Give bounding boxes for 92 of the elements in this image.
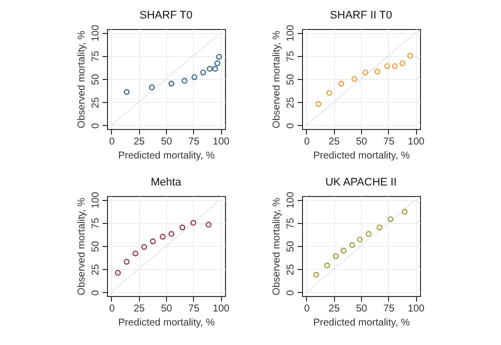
y-tick-label: 0 <box>286 290 296 296</box>
y-tick-label: 75 <box>286 217 296 229</box>
x-tick-label: 50 <box>356 304 368 314</box>
x-axis-title: Predicted mortality, % <box>118 150 215 162</box>
point <box>206 66 213 72</box>
y-tick-label: 50 <box>90 240 102 252</box>
x-tick-label: 0 <box>109 136 116 148</box>
point <box>191 74 198 80</box>
point <box>362 70 368 76</box>
x-tick-label: 100 <box>212 136 230 148</box>
y-axis-title: Observed mortality, % <box>76 30 88 128</box>
x-axis-title: Predicted mortality, % <box>313 150 410 162</box>
point <box>168 80 174 87</box>
y-tick-label: 75 <box>90 217 102 229</box>
point <box>315 101 322 107</box>
x-tick-label: 25 <box>328 136 340 148</box>
x-tick-label: 0 <box>304 136 310 148</box>
x-tick-label: 75 <box>188 304 200 314</box>
point <box>407 52 414 59</box>
y-tick-label: 100 <box>286 191 296 209</box>
point <box>214 60 220 66</box>
point <box>212 66 218 72</box>
y-tick-label: 100 <box>286 24 296 42</box>
x-tick-label: 0 <box>304 304 310 314</box>
point <box>338 80 344 87</box>
chart-title: UK APACHE II <box>325 176 397 188</box>
y-tick-label: 25 <box>90 96 102 108</box>
point <box>168 231 174 237</box>
point <box>216 54 222 60</box>
point <box>148 84 155 90</box>
x-tick-label: 0 <box>109 304 116 314</box>
point <box>400 60 406 66</box>
y-axis-title: Observed mortality, % <box>272 30 282 128</box>
chart-title: SHARF T0 <box>140 9 192 22</box>
x-tick-label: 100 <box>408 304 425 314</box>
point <box>160 234 166 240</box>
x-tick-label: 25 <box>134 304 146 314</box>
y-tick-label: 0 <box>90 122 102 129</box>
point <box>326 90 332 96</box>
point <box>206 222 212 228</box>
point <box>150 238 156 244</box>
point <box>190 220 196 226</box>
y-axis-title: Observed mortality, % <box>76 198 88 296</box>
y-tick-label: 25 <box>286 96 296 108</box>
x-tick-label: 50 <box>356 136 368 148</box>
x-tick-label: 75 <box>188 136 200 148</box>
point <box>141 244 148 250</box>
y-tick-label: 25 <box>286 264 296 276</box>
y-tick-label: 100 <box>90 24 102 42</box>
x-tick-label: 75 <box>383 304 395 314</box>
x-tick-label: 50 <box>160 136 172 148</box>
point <box>332 253 339 260</box>
y-tick-label: 75 <box>90 50 102 62</box>
x-axis-title: Predicted mortality, % <box>118 318 215 328</box>
point <box>352 76 358 82</box>
x-tick-label: 100 <box>408 136 425 148</box>
point <box>388 216 394 222</box>
y-axis-title: Observed mortality, % <box>272 198 282 296</box>
point <box>124 258 130 265</box>
point <box>356 236 363 242</box>
x-tick-label: 25 <box>328 304 340 314</box>
point <box>182 78 188 84</box>
chart-title: Mehta <box>150 176 182 188</box>
y-tick-label: 50 <box>90 74 102 86</box>
x-axis-title: Predicted mortality, % <box>313 318 410 328</box>
x-tick-label: 100 <box>212 304 230 314</box>
y-tick-label: 0 <box>90 290 102 296</box>
y-tick-label: 75 <box>286 50 296 62</box>
point <box>392 63 398 69</box>
point <box>402 208 408 215</box>
chart-title: SHARF II T0 <box>330 9 392 22</box>
point <box>132 250 138 256</box>
point <box>179 224 186 230</box>
point <box>124 89 130 95</box>
point <box>366 231 372 237</box>
x-tick-label: 25 <box>134 136 146 148</box>
point <box>313 272 320 278</box>
x-tick-label: 75 <box>383 136 395 148</box>
point <box>349 242 356 248</box>
point <box>374 68 380 75</box>
point <box>114 270 121 276</box>
point <box>384 63 390 69</box>
y-tick-label: 50 <box>286 74 296 86</box>
point <box>340 248 346 254</box>
x-tick-label: 50 <box>160 304 172 314</box>
y-tick-label: 25 <box>90 264 102 276</box>
point <box>376 224 383 230</box>
y-tick-label: 50 <box>286 240 296 252</box>
point <box>200 70 206 76</box>
point <box>324 262 330 268</box>
y-tick-label: 100 <box>90 191 102 209</box>
y-tick-label: 0 <box>286 122 296 129</box>
